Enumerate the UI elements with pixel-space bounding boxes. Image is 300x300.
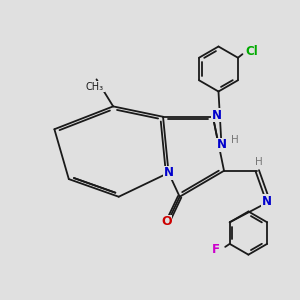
Text: O: O	[161, 215, 172, 228]
Text: H: H	[231, 135, 239, 145]
Text: CH₃: CH₃	[86, 82, 104, 92]
Text: N: N	[262, 195, 272, 208]
Text: N: N	[212, 109, 222, 122]
Text: Cl: Cl	[245, 45, 258, 58]
Text: F: F	[212, 243, 220, 256]
Text: N: N	[217, 138, 226, 151]
Text: N: N	[164, 166, 174, 179]
Text: H: H	[255, 158, 263, 167]
